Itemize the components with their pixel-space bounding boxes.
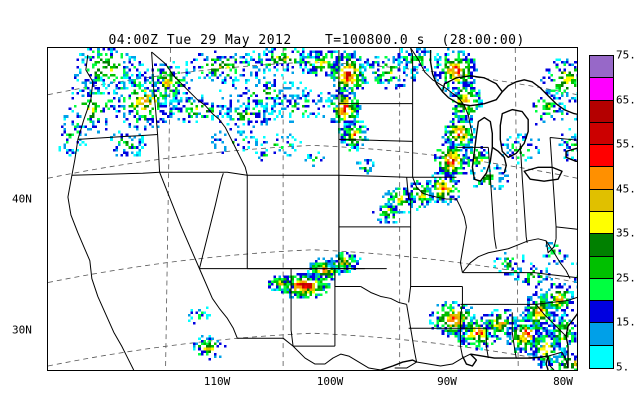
y-tick-label: 30N: [12, 323, 32, 337]
colorbar-band: [590, 167, 613, 190]
colorbar-band: [590, 301, 613, 324]
map-canvas: [48, 48, 577, 370]
colorbar-band: [590, 278, 613, 302]
colorbar-tick-label: 25.: [616, 271, 636, 285]
colorbar-band: [590, 122, 613, 146]
x-tick-label: 110W: [203, 375, 231, 388]
colorbar-band: [590, 56, 613, 79]
colorbar-band: [590, 256, 613, 279]
colorbar: [589, 55, 614, 369]
map-plot-area: [47, 47, 578, 371]
colorbar-band: [590, 211, 613, 235]
colorbar-tick-label: 65.: [616, 93, 636, 107]
colorbar-tick-label: 15.: [616, 315, 636, 329]
colorbar-band: [590, 323, 613, 346]
coastlines-and-lakes: [380, 49, 577, 370]
colorbar-tick-label: 35.: [616, 226, 636, 240]
colorbar-tick-label: 75.: [616, 48, 636, 62]
figure-title: 04:00Z Tue 29 May 2012 T=100800.0 s (28:…: [0, 18, 600, 63]
reflectivity-echoes: [58, 48, 577, 370]
x-tick-label: 100W: [316, 375, 344, 388]
title-text: 04:00Z Tue 29 May 2012 T=100800.0 s (28:…: [108, 33, 525, 48]
colorbar-tick-label: 5.: [616, 360, 630, 374]
y-tick-label: 40N: [12, 192, 32, 206]
colorbar-band: [590, 145, 613, 168]
x-tick-label: 80W: [553, 375, 573, 388]
colorbar-band: [590, 345, 613, 368]
colorbar-band: [590, 78, 613, 101]
state-boundaries: [67, 48, 577, 370]
colorbar-tick-label: 45.: [616, 182, 636, 196]
x-tick-label: 90W: [437, 375, 457, 388]
colorbar-tick-label: 55.: [616, 137, 636, 151]
colorbar-band: [590, 100, 613, 123]
colorbar-band: [590, 189, 613, 212]
colorbar-band: [590, 234, 613, 257]
